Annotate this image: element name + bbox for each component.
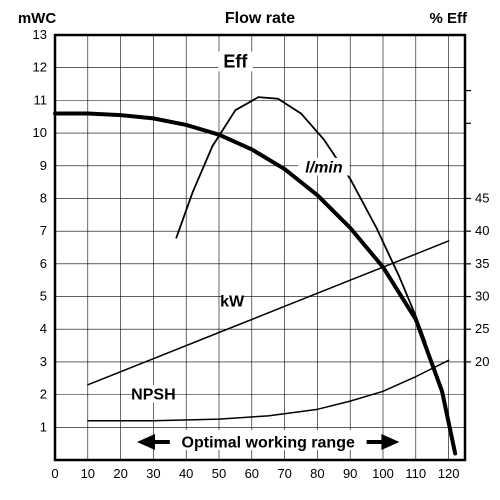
svg-text:6: 6 <box>40 256 47 271</box>
svg-text:Optimal working range: Optimal working range <box>182 435 355 452</box>
svg-text:7: 7 <box>40 223 47 238</box>
svg-text:4: 4 <box>40 321 47 336</box>
svg-text:l/min: l/min <box>305 159 343 176</box>
svg-text:90: 90 <box>343 466 357 481</box>
svg-text:% Eff: % Eff <box>430 10 469 27</box>
svg-text:40: 40 <box>179 466 193 481</box>
svg-text:50: 50 <box>212 466 226 481</box>
svg-text:25: 25 <box>475 321 489 336</box>
svg-text:mWC: mWC <box>18 10 56 27</box>
svg-text:60: 60 <box>245 466 259 481</box>
svg-text:40: 40 <box>475 223 489 238</box>
chart-svg: Effl/minkWNPSH01020304050607080901001101… <box>0 0 500 500</box>
svg-text:120: 120 <box>438 466 460 481</box>
svg-text:0: 0 <box>51 466 58 481</box>
svg-text:20: 20 <box>113 466 127 481</box>
svg-text:8: 8 <box>40 190 47 205</box>
svg-text:11: 11 <box>34 92 48 107</box>
svg-text:kW: kW <box>220 293 245 310</box>
svg-text:110: 110 <box>405 466 426 481</box>
svg-text:10: 10 <box>81 466 95 481</box>
svg-text:Flow rate: Flow rate <box>225 10 295 27</box>
svg-text:10: 10 <box>33 125 47 140</box>
svg-text:20: 20 <box>475 354 489 369</box>
svg-text:2: 2 <box>40 387 47 402</box>
svg-text:Eff: Eff <box>223 52 248 72</box>
svg-text:100: 100 <box>372 466 394 481</box>
svg-text:13: 13 <box>33 27 47 42</box>
svg-text:9: 9 <box>40 158 47 173</box>
svg-text:1: 1 <box>40 419 47 434</box>
svg-text:80: 80 <box>310 466 324 481</box>
svg-text:5: 5 <box>40 289 47 304</box>
svg-text:45: 45 <box>475 190 489 205</box>
svg-text:NPSH: NPSH <box>131 387 175 404</box>
svg-text:35: 35 <box>475 256 489 271</box>
svg-text:12: 12 <box>33 60 47 75</box>
svg-text:70: 70 <box>277 466 291 481</box>
svg-text:3: 3 <box>40 354 47 369</box>
pump-performance-chart: { "chart": { "type": "multi-axis-line", … <box>0 0 500 500</box>
svg-text:30: 30 <box>146 466 160 481</box>
svg-text:30: 30 <box>475 289 489 304</box>
